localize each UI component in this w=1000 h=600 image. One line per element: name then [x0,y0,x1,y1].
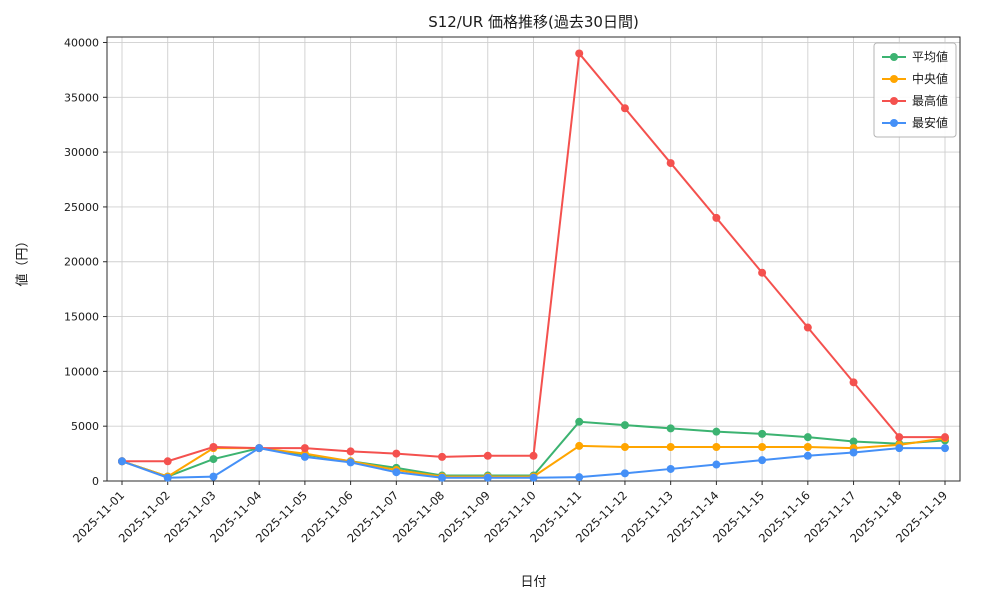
data-point-max [575,49,584,58]
legend-item-min: 最安値 [882,115,948,130]
data-point-min [941,444,949,453]
legend-item-average: 平均値 [882,49,948,64]
legend-item-median: 中央値 [882,71,948,86]
data-point-min [620,469,629,478]
data-point-min [255,444,264,453]
y-tick-label: 40000 [64,36,99,49]
legend-marker-dot [890,119,898,127]
data-point-min [438,473,447,482]
data-point-min [483,473,492,482]
data-point-max [712,213,721,222]
data-point-min [529,473,538,482]
y-tick-label: 35000 [64,91,99,104]
data-point-max [163,457,172,466]
data-point-max [438,452,447,461]
data-point-min [849,448,858,457]
data-point-median [712,443,721,452]
data-point-min [895,444,904,453]
data-point-max [666,159,675,168]
grid-lines [107,37,960,482]
y-tick-label: 30000 [64,146,99,159]
data-point-max [483,451,492,460]
y-tick-label: 0 [92,475,99,488]
chart-title: S12/UR 価格推移(過去30日間) [428,13,639,31]
data-point-min [346,458,355,467]
data-point-median [620,443,629,452]
data-point-median [803,443,812,452]
data-point-max [803,323,812,332]
data-point-average [712,427,721,436]
data-point-max [300,444,309,453]
legend-box [873,42,957,138]
y-tick-label: 25000 [64,201,99,214]
legend-label: 中央値 [912,71,948,86]
legend-label: 最高値 [912,93,948,108]
data-point-max [941,433,949,442]
data-point-average [209,455,218,464]
legend-label: 最安値 [912,115,948,130]
data-point-max [895,433,904,442]
data-point-min [803,451,812,460]
series-min [118,444,949,482]
data-point-average [803,433,812,442]
data-point-min [392,468,401,477]
data-point-min [209,472,218,481]
data-point-average [758,429,767,438]
x-axis-ticks: 2025-11-012025-11-022025-11-032025-11-04… [70,481,950,545]
legend-item-max: 最高値 [882,93,948,108]
data-point-max [620,104,629,113]
data-point-min [712,460,721,469]
data-point-average [575,417,584,426]
data-point-min [118,457,126,466]
legend-marker-dot [890,97,898,105]
legend-marker-dot [890,53,898,61]
data-point-average [849,437,858,446]
data-point-min [666,464,675,473]
data-point-average [620,421,629,430]
legend-marker-dot [890,75,898,83]
y-tick-label: 10000 [64,365,99,378]
data-point-max [849,378,858,387]
data-point-min [575,473,584,482]
y-tick-label: 5000 [71,420,99,433]
data-point-median [666,443,675,452]
data-point-min [163,473,172,482]
y-axis-ticks: 0 5000 10000 15000 20000 25000 30000 35000 40000 [64,36,107,488]
data-point-max [529,451,538,460]
data-point-max [346,447,355,456]
y-tick-label: 20000 [64,256,99,269]
y-tick-label: 15000 [64,311,99,324]
x-axis-label: 日付 [520,575,547,590]
data-point-max [758,268,767,277]
data-point-min [758,456,767,465]
data-point-average [666,424,675,433]
data-point-median [758,443,767,452]
legend-label: 平均値 [912,49,948,64]
data-point-max [209,443,218,452]
data-point-median [575,441,584,450]
data-point-min [300,452,309,461]
data-point-max [392,449,401,458]
